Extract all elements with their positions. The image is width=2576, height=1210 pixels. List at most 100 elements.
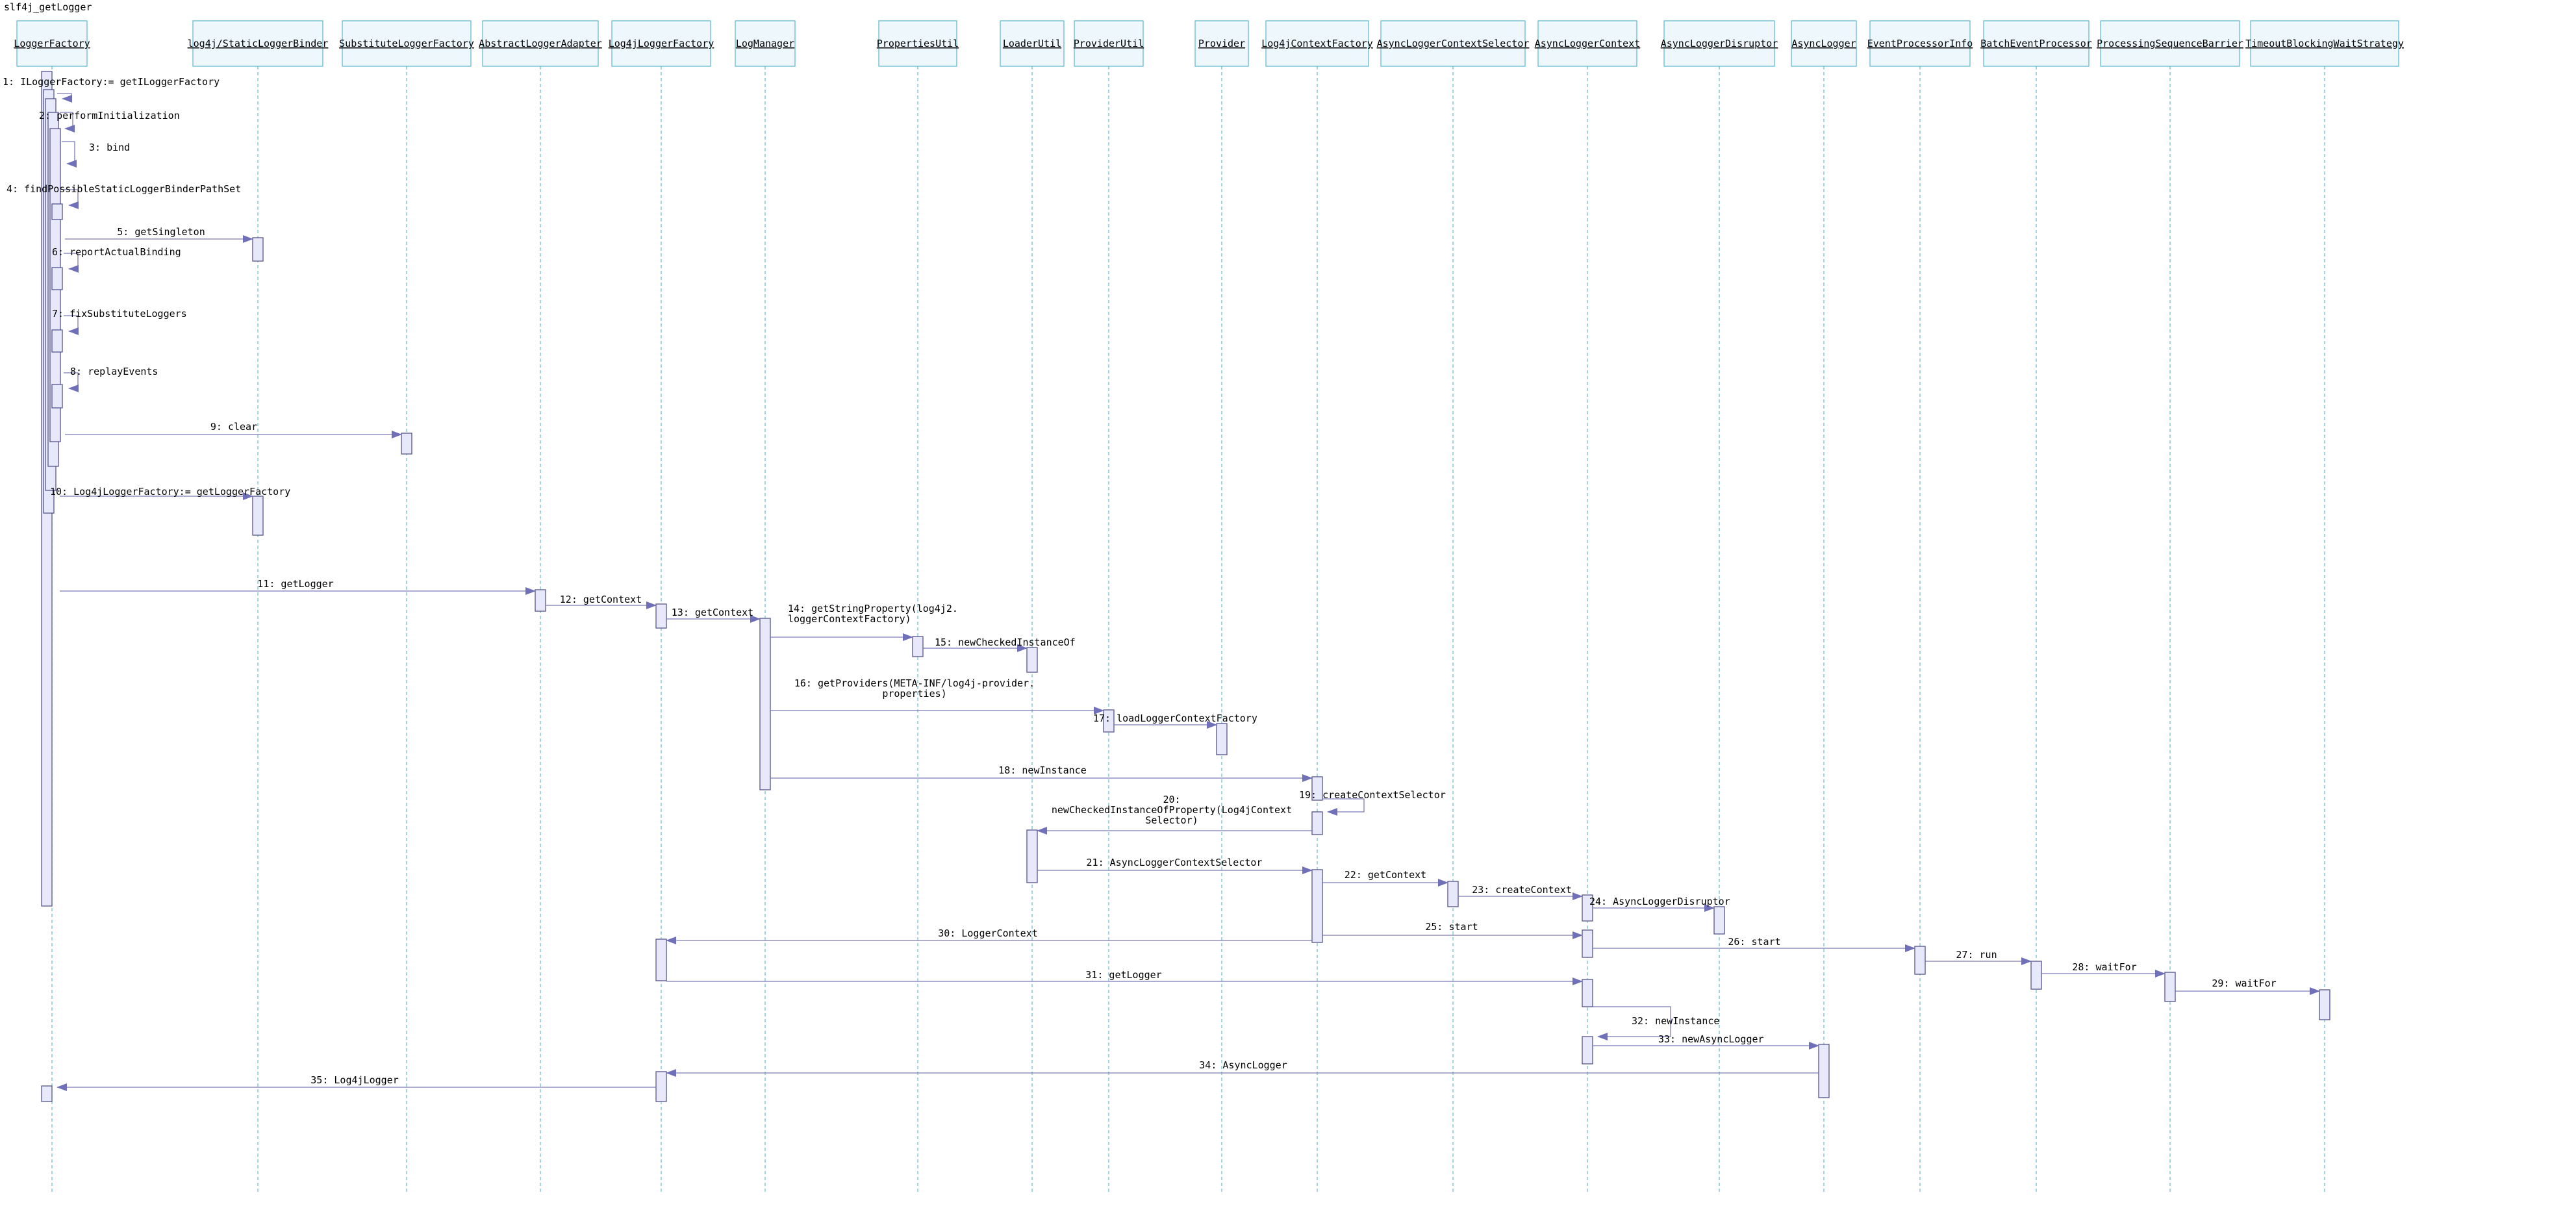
lifeline-header-box[interactable] <box>342 20 472 67</box>
message-5: 5: getSingleton <box>65 226 253 243</box>
activation-bar <box>1026 829 1038 883</box>
lifeline-asyncloggercontextselector: AsyncLoggerContextSelector <box>1377 20 1530 1192</box>
activation-bar <box>252 496 264 536</box>
lifeline-header-box[interactable] <box>2250 20 2399 67</box>
lifeline-header-box[interactable] <box>2100 20 2240 67</box>
lifeline-name-label: AbstractLoggerAdapter <box>479 38 602 49</box>
lifeline-header-box[interactable] <box>878 20 957 67</box>
lifeline-name-label: BatchEventProcessor <box>1980 38 2092 49</box>
self-message-arrow <box>64 315 79 335</box>
lifeline-header-box[interactable] <box>1663 20 1775 67</box>
message-label: 6: reportActualBinding <box>52 246 181 258</box>
lifeline-header-box[interactable] <box>16 20 88 67</box>
message-label: 33: newAsyncLogger <box>1658 1033 1764 1045</box>
message-18: 18: newInstance <box>770 764 1313 782</box>
message-3: 3: bind <box>62 141 130 168</box>
lifeline-name-label: AsyncLoggerContext <box>1535 38 1641 49</box>
lifeline-substituteloggerfactory: SubstituteLoggerFactory <box>339 20 474 1192</box>
message-label: 7: fixSubstituteLoggers <box>52 308 187 320</box>
message-28: 28: waitFor <box>2041 961 2166 977</box>
message-label: 29: waitFor <box>2212 977 2276 989</box>
lifeline-name-label: ProcessingSequenceBarrier <box>2097 38 2243 49</box>
lifeline-header-box[interactable] <box>1869 20 1971 67</box>
activation-bar <box>2030 961 2042 990</box>
activation-bar <box>912 636 924 657</box>
activation-bar <box>1103 709 1115 733</box>
message-label: 34: AsyncLogger <box>1199 1059 1287 1071</box>
activation-bar <box>759 618 771 790</box>
lifeline-name-label: LoaderUtil <box>1003 38 1061 49</box>
lifeline-asyncloggercontext: AsyncLoggerContext <box>1535 20 1641 1192</box>
lifeline-header-box[interactable] <box>1537 20 1637 67</box>
message-14: 14: getStringProperty(log4j2. loggerConte… <box>770 603 958 641</box>
lifeline-name-label: EventProcessorInfo <box>1867 38 1973 49</box>
lifeline-header-box[interactable] <box>1000 20 1065 67</box>
activation-bar <box>1582 929 1593 958</box>
message-4: 4: findPossibleStaticLoggerBinderPathSet <box>6 183 241 209</box>
message-label: 18: newInstance <box>998 764 1086 776</box>
lifeline-header-box[interactable] <box>1074 20 1144 67</box>
lifeline-header-box[interactable] <box>1265 20 1369 67</box>
message-label: 24: AsyncLoggerDisruptor <box>1589 896 1730 907</box>
lifeline-header-box[interactable] <box>1380 20 1526 67</box>
message-12: 12: getContext <box>546 594 657 609</box>
message-10: 10: Log4jLoggerFactory:= getLoggerFactor… <box>50 486 290 500</box>
messages-layer: 1: ILoggerFactory:= getILoggerFactory 2: … <box>3 76 2320 1091</box>
lifeline-name-label: LogManager <box>736 38 794 49</box>
message-1: 1: ILoggerFactory:= getILoggerFactory <box>3 76 220 103</box>
lifeline-name-label: Provider <box>1198 38 1245 49</box>
lifeline-name-label: AsyncLoggerContextSelector <box>1377 38 1530 49</box>
message-label: 31: getLogger <box>1085 969 1161 981</box>
message-23: 23: createContext <box>1458 884 1583 900</box>
activation-bar <box>252 237 264 262</box>
self-message-arrow <box>62 141 77 168</box>
lifeline-processingsequencebarrier: ProcessingSequenceBarrier <box>2097 20 2243 1192</box>
lifeline-header-box[interactable] <box>1194 20 1249 67</box>
message-2: 2: performInitialization <box>39 110 180 132</box>
message-9: 9: clear <box>65 421 402 438</box>
lifeline-header-box[interactable] <box>192 20 323 67</box>
activation-bar <box>655 939 667 981</box>
message-label: 9: clear <box>210 421 257 433</box>
lifeline-name-label: LoggerFactory <box>14 38 90 49</box>
message-33: 33: newAsyncLogger <box>1593 1033 1819 1050</box>
self-message-arrow <box>64 253 79 273</box>
message-6: 6: reportActualBinding <box>52 246 181 273</box>
self-message-arrow <box>64 189 79 209</box>
activation-bar <box>535 589 546 612</box>
message-30: 30: LoggerContext <box>666 927 1312 944</box>
message-label: 2: performInitialization <box>39 110 180 121</box>
lifeline-name-label: TimeoutBlockingWaitStrategy <box>2245 38 2404 49</box>
lifeline-batcheventprocessor: BatchEventProcessor <box>1980 20 2092 1192</box>
lifeline-propertiesutil: PropertiesUtil <box>877 20 959 1192</box>
message-label: 15: newCheckedInstanceOf <box>935 637 1076 648</box>
message-label: 13: getContext <box>672 607 753 618</box>
message-34: 34: AsyncLogger <box>666 1059 1819 1077</box>
self-message-arrow <box>60 112 75 132</box>
message-13: 13: getContext <box>666 607 761 623</box>
message-27: 27: run <box>1925 949 2032 965</box>
lifeline-log4j-staticloggerbinder: log4j/StaticLoggerBinder <box>188 20 328 1192</box>
self-message-arrow <box>1322 798 1365 816</box>
message-label: 20: newCheckedInstanceOfProperty(Log4jCon… <box>1052 794 1292 826</box>
activation-bar <box>655 603 667 629</box>
message-label: 5: getSingleton <box>117 226 205 238</box>
lifeline-header-box[interactable] <box>735 20 796 67</box>
lifeline-header-box[interactable] <box>1791 20 1857 67</box>
message-29: 29: waitFor <box>2175 977 2320 995</box>
activation-bar <box>1582 1036 1593 1065</box>
activation-bar <box>1582 979 1593 1007</box>
message-label: 11: getLogger <box>257 578 333 590</box>
lifeline-header-box[interactable] <box>1983 20 2090 67</box>
message-label: 28: waitFor <box>2072 961 2136 973</box>
activation-bar <box>1311 869 1323 943</box>
lifeline-name-label: SubstituteLoggerFactory <box>339 38 474 49</box>
message-8: 8: replayEvents <box>64 366 158 392</box>
self-message-arrow <box>1593 1006 1671 1040</box>
message-label: 3: bind <box>89 142 130 153</box>
message-label: 4: findPossibleStaticLoggerBinderPathSet <box>6 183 241 195</box>
message-label: 14: getStringProperty(log4j2. loggerConte… <box>788 603 958 625</box>
lifeline-log4jcontextfactory: Log4jContextFactory <box>1261 20 1373 1192</box>
lifeline-header-box[interactable] <box>482 20 599 67</box>
lifeline-header-box[interactable] <box>611 20 711 67</box>
